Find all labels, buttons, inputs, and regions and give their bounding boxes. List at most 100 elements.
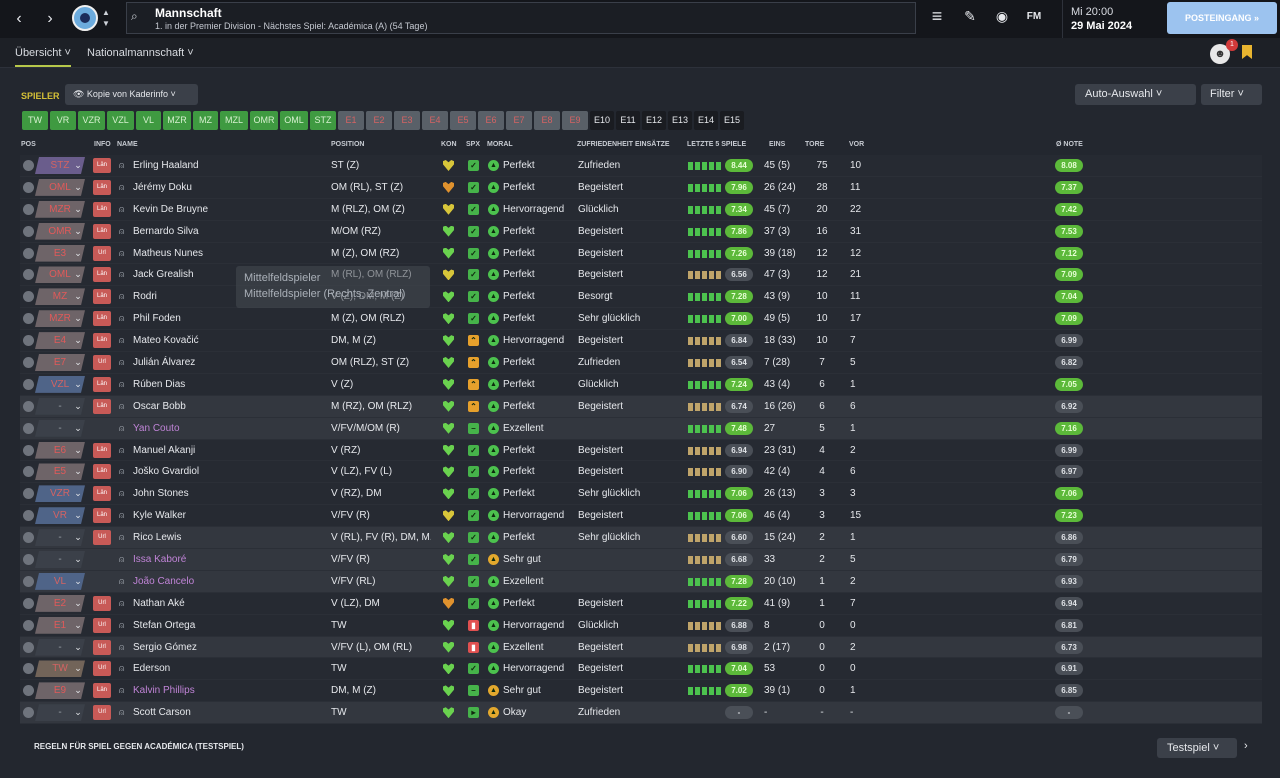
player-name[interactable]: Erling Haaland [133, 160, 199, 171]
position-chip-e7[interactable]: E7 [506, 111, 532, 130]
position-chip-tw[interactable]: TW [22, 111, 48, 130]
table-row[interactable]: VZL ⌄ Län ⍝ Rúben Dias V (Z) ⌃ ▲ Perfekt… [20, 373, 1262, 396]
select-checkbox[interactable] [23, 685, 34, 697]
position-chip-oml[interactable]: OML [280, 111, 308, 130]
table-row[interactable]: OMR ⌄ Län ⍝ Bernardo Silva M/OM (RZ) ✓ ▲… [20, 220, 1262, 243]
position-slot[interactable]: MZR [35, 310, 85, 328]
table-row[interactable]: E5 ⌄ Län ⍝ Joško Gvardiol V (LZ), FV (L)… [20, 461, 1262, 484]
position-slot[interactable]: VZL [35, 375, 85, 393]
info-badge[interactable]: Url [93, 639, 111, 655]
player-name[interactable]: Rodri [133, 291, 157, 303]
position-slot[interactable]: TW [35, 660, 85, 678]
fm-logo-icon[interactable]: FM [1026, 11, 1042, 22]
table-row[interactable]: E7 ⌄ Url ⍝ Julián Álvarez OM (RLZ), ST (… [20, 352, 1262, 374]
table-row[interactable]: E4 ⌄ Län ⍝ Mateo Kovačić DM, M (Z) ⌃ ▲ H… [20, 330, 1262, 353]
chevron-down-icon[interactable]: ⌄ [74, 597, 82, 608]
col-eins[interactable]: EINS [769, 141, 786, 148]
info-badge[interactable]: Län [93, 486, 111, 502]
player-name[interactable]: Oscar Bobb [133, 400, 186, 412]
player-name[interactable]: Matheus Nunes [133, 247, 204, 259]
select-checkbox[interactable] [23, 335, 34, 347]
table-row[interactable]: VZR ⌄ Län ⍝ John Stones V (RZ), DM ✓ ▲ P… [20, 483, 1262, 506]
col-pos[interactable]: POS [21, 141, 36, 148]
select-checkbox[interactable] [23, 575, 34, 587]
position-slot[interactable]: E2 [35, 594, 85, 612]
globe-icon[interactable]: ◉ [995, 8, 1009, 24]
select-checkbox[interactable] [23, 313, 34, 325]
table-row[interactable]: - ⌄ Url ⍝ Sergio Gómez V/FV (L), OM (RL)… [20, 636, 1262, 659]
chevron-down-icon[interactable]: ⌄ [74, 335, 82, 346]
position-slot[interactable]: OML [35, 266, 85, 284]
info-badge[interactable]: Län [93, 333, 111, 349]
player-name[interactable]: Yan Couto [133, 422, 180, 434]
chevron-down-icon[interactable]: ⌄ [74, 203, 82, 214]
filter-dropdown[interactable]: Filter ˅ [1201, 84, 1262, 105]
position-slot[interactable]: E7 [35, 354, 85, 372]
position-slot[interactable]: E1 [35, 616, 85, 634]
select-checkbox[interactable] [23, 225, 34, 237]
player-name[interactable]: Manuel Akanji [133, 444, 196, 456]
player-name[interactable]: Rico Lewis [133, 532, 182, 544]
testspiel-dropdown[interactable]: Testspiel ˅ [1157, 738, 1237, 758]
info-badge[interactable]: Län [93, 201, 111, 217]
player-name[interactable]: Stefan Ortega [133, 619, 196, 631]
player-name[interactable]: Kalvin Phillips [133, 685, 195, 697]
position-slot[interactable]: E9 [35, 682, 85, 700]
info-badge[interactable]: Län [93, 267, 111, 283]
chevron-down-icon[interactable]: ⌄ [74, 707, 82, 718]
position-chip-vr[interactable]: VR [50, 111, 76, 130]
table-row[interactable]: E3 ⌄ Url ⍝ Matheus Nunes M (Z), OM (RZ) … [20, 242, 1262, 265]
table-row[interactable]: E6 ⌄ Län ⍝ Manuel Akanji V (RZ) ✓ ▲ Perf… [20, 439, 1262, 462]
position-slot[interactable]: - [35, 638, 85, 656]
col-vor[interactable]: VOR [849, 141, 865, 148]
chevron-down-icon[interactable]: ⌄ [74, 510, 82, 521]
player-name[interactable]: Rúben Dias [133, 378, 186, 390]
select-checkbox[interactable] [23, 203, 34, 215]
position-slot[interactable]: OMR [35, 222, 85, 240]
chevron-down-icon[interactable]: ⌄ [74, 378, 82, 389]
chevron-down-icon[interactable]: ⌄ [74, 181, 82, 192]
bookmark-icon[interactable] [1242, 45, 1252, 59]
chevron-down-icon[interactable]: ⌄ [74, 488, 82, 499]
info-badge[interactable]: Län [93, 158, 111, 173]
position-slot[interactable]: - [35, 529, 85, 547]
col-kon[interactable]: KON [441, 141, 457, 148]
player-name[interactable]: Issa Kaboré [133, 554, 187, 566]
player-name[interactable]: Mateo Kovačić [133, 335, 199, 347]
table-row[interactable]: OML ⌄ Län ⍝ Jack Grealish M (RL), OM (RL… [20, 264, 1262, 287]
search-icon[interactable]: ⌕ [131, 9, 138, 23]
player-name[interactable]: João Cancelo [133, 575, 195, 587]
info-badge[interactable]: Län [93, 398, 111, 414]
select-checkbox[interactable] [23, 597, 34, 609]
club-crest[interactable] [72, 5, 98, 31]
position-slot[interactable]: - [35, 397, 85, 415]
table-row[interactable]: MZR ⌄ Län ⍝ Kevin De Bruyne M (RLZ), OM … [20, 198, 1262, 221]
position-chip-e10[interactable]: E10 [590, 111, 614, 130]
auto-select-dropdown[interactable]: Auto-Auswahl ˅ [1075, 84, 1196, 105]
player-name[interactable]: Sergio Gómez [133, 641, 197, 653]
chevron-down-icon[interactable]: ⌄ [74, 641, 82, 652]
table-row[interactable]: MZ ⌄ Län ⍝ Rodri V (Z), DM, M (Z) ✓ ▲ Pe… [20, 286, 1262, 309]
table-row[interactable]: VL ⌄ ⍝ João Cancelo V/FV (RL) ✓ ▲ Exzell… [20, 570, 1262, 593]
chevron-down-icon[interactable]: ⌄ [74, 554, 82, 565]
tab-overview[interactable]: Übersicht ˅ [15, 47, 71, 67]
col-position[interactable]: POSITION [331, 141, 365, 148]
position-chip-mzr[interactable]: MZR [163, 111, 191, 130]
position-chip-vzr[interactable]: VZR [78, 111, 105, 130]
position-slot[interactable]: E3 [35, 244, 85, 262]
info-badge[interactable]: Län [93, 179, 111, 195]
table-row[interactable]: - ⌄ Url ⍝ Scott Carson TW ▸ ▲ Okay Zufri… [20, 702, 1262, 725]
player-name[interactable]: Ederson [133, 663, 171, 675]
select-checkbox[interactable] [23, 619, 34, 631]
table-row[interactable]: E9 ⌄ Län ⍝ Kalvin Phillips DM, M (Z) – ▲… [20, 680, 1262, 703]
info-badge[interactable]: Url [93, 661, 111, 677]
col-tore[interactable]: TORE [805, 141, 825, 148]
select-checkbox[interactable] [23, 510, 34, 522]
select-checkbox[interactable] [23, 160, 34, 171]
col-spx[interactable]: SPX [466, 141, 481, 148]
title-bar[interactable]: ⌕ Mannschaft 1. in der Premier Division … [126, 2, 916, 34]
info-badge[interactable]: Url [93, 595, 111, 611]
position-chip-e4[interactable]: E4 [422, 111, 448, 130]
select-checkbox[interactable] [23, 291, 34, 303]
info-badge[interactable]: Län [93, 223, 111, 239]
